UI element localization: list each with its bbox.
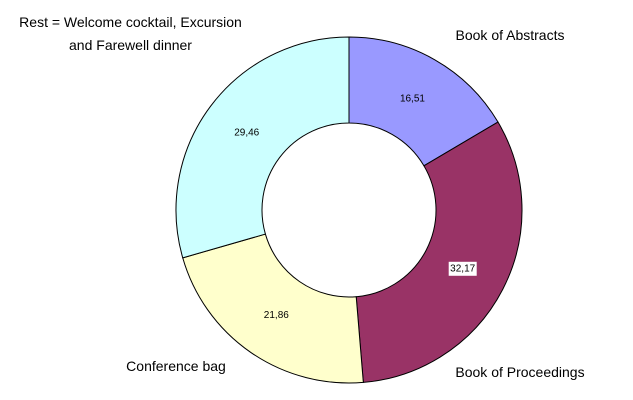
donut-slice <box>182 233 364 384</box>
category-label: Book of Proceedings <box>455 364 585 380</box>
value-label: 21,86 <box>264 310 289 321</box>
value-label-box <box>448 261 477 276</box>
category-label: Conference bag <box>126 358 226 374</box>
value-label: 29,46 <box>234 128 259 139</box>
donut-slice <box>175 36 350 259</box>
category-label: Rest = Welcome cocktail, Excursion and F… <box>19 14 242 53</box>
value-label: 32,17 <box>450 263 475 274</box>
category-label: Book of Abstracts <box>455 27 565 43</box>
donut-slice <box>355 121 523 383</box>
value-label: 16,51 <box>400 93 425 104</box>
donut-slice <box>348 36 499 167</box>
